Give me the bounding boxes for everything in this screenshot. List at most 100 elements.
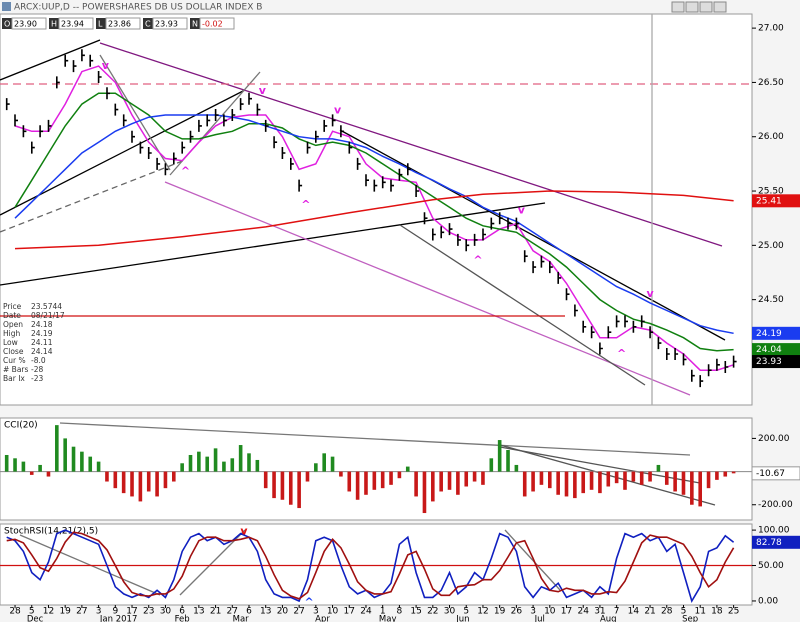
info-value: 24.18 — [31, 320, 53, 329]
signal-marker: v — [102, 59, 110, 72]
cci-bar — [715, 471, 719, 480]
cci-bar — [656, 464, 661, 472]
y-tick-label: 25.50 — [758, 187, 784, 197]
price-bar — [440, 226, 445, 239]
cci-bar — [481, 471, 485, 485]
price-bar — [256, 103, 261, 116]
panel-title: StochRSI(14,21(2),5) — [4, 527, 98, 537]
cci-bar — [380, 471, 385, 489]
cci-bar — [364, 471, 368, 495]
info-value: -23 — [31, 374, 43, 383]
price-bar — [114, 103, 119, 116]
last-value-box — [752, 343, 800, 357]
button[interactable] — [685, 1, 699, 13]
price-bar — [56, 76, 60, 89]
x-tick-label: 3 — [313, 607, 319, 617]
price-bar — [365, 174, 369, 187]
price-bar — [732, 355, 737, 368]
cci-bar — [648, 471, 652, 482]
trend-line — [164, 181, 691, 396]
price-bar — [523, 250, 528, 263]
x-tick-label: 1 — [380, 607, 386, 617]
last-value-label: 25.41 — [756, 196, 782, 206]
price-bar — [290, 157, 294, 170]
header-key: L — [98, 20, 103, 29]
price-bar — [340, 125, 344, 138]
cci-bar — [347, 471, 352, 492]
y-tick-label: 200.00 — [758, 434, 790, 444]
header-key-box — [143, 18, 153, 29]
price-bar — [106, 87, 110, 100]
price-bar — [331, 114, 336, 127]
price-bar — [448, 223, 453, 236]
cci-bar — [456, 471, 460, 495]
x-tick-label: 24 — [360, 607, 372, 617]
cci-bar — [631, 471, 636, 482]
stoch-line — [6, 529, 735, 603]
price-bar — [348, 141, 353, 154]
price-bar — [615, 315, 620, 328]
cci-bar — [698, 471, 702, 507]
info-key: Price — [3, 302, 22, 311]
cci-bar — [706, 471, 711, 489]
price-bar — [674, 348, 679, 360]
signal-marker: v — [646, 287, 654, 300]
cci-bar — [138, 471, 143, 502]
x-tick-label: 27 — [293, 607, 304, 617]
x-tick-label: 28 — [9, 607, 21, 617]
last-value-box — [752, 535, 800, 549]
button[interactable] — [699, 1, 713, 13]
button[interactable] — [713, 1, 727, 13]
cci-bar — [197, 451, 201, 472]
trend-line — [59, 422, 691, 456]
cci-bar — [155, 471, 159, 497]
cci-bar — [405, 466, 410, 472]
y-tick-label: 0.00 — [758, 596, 778, 606]
x-tick-label: 21 — [644, 607, 655, 617]
price-bar — [273, 136, 278, 149]
x-tick-label: 6 — [179, 607, 185, 617]
cci-bar — [188, 454, 193, 472]
price-bar — [81, 49, 85, 62]
price-bar — [691, 369, 695, 382]
price-bar — [507, 217, 511, 230]
x-tick-label: 20 — [277, 607, 289, 617]
price-bar — [423, 212, 428, 225]
x-tick-label: 8 — [397, 607, 403, 617]
last-value-box — [752, 194, 800, 208]
header-value: 23.86 — [108, 20, 131, 29]
price-bar — [398, 168, 403, 181]
x-tick-label: 18 — [711, 607, 723, 617]
trend-line — [0, 89, 246, 216]
trend-line — [99, 42, 723, 247]
info-value: 23.5744 — [31, 302, 62, 311]
cci-bar — [547, 471, 552, 489]
cci-bar — [180, 463, 184, 472]
cci-bar — [230, 458, 235, 472]
price-bar — [624, 315, 628, 328]
x-tick-label: 27 — [227, 607, 238, 617]
x-tick-label: 31 — [594, 607, 605, 617]
price-bar — [164, 163, 169, 176]
cci-bar — [589, 471, 594, 490]
moving-average — [14, 92, 734, 352]
cci-panel — [0, 417, 753, 521]
price-bar — [248, 92, 252, 105]
price-bar — [415, 185, 420, 197]
price-bar — [131, 130, 135, 143]
x-tick-label: 30 — [444, 607, 456, 617]
price-bar — [47, 119, 52, 132]
price-bar — [540, 255, 545, 268]
cci-bar — [389, 471, 393, 485]
x-tick-label: 9 — [112, 607, 118, 617]
price-bar — [574, 304, 578, 317]
price-bar — [707, 364, 712, 377]
price-bar — [356, 157, 361, 170]
button[interactable] — [671, 1, 685, 13]
x-tick-label: 21 — [210, 607, 221, 617]
price-bar — [490, 217, 495, 230]
x-tick-label: 30 — [160, 607, 172, 617]
signal-marker: v — [334, 104, 342, 117]
x-tick-label: 3 — [96, 607, 102, 617]
